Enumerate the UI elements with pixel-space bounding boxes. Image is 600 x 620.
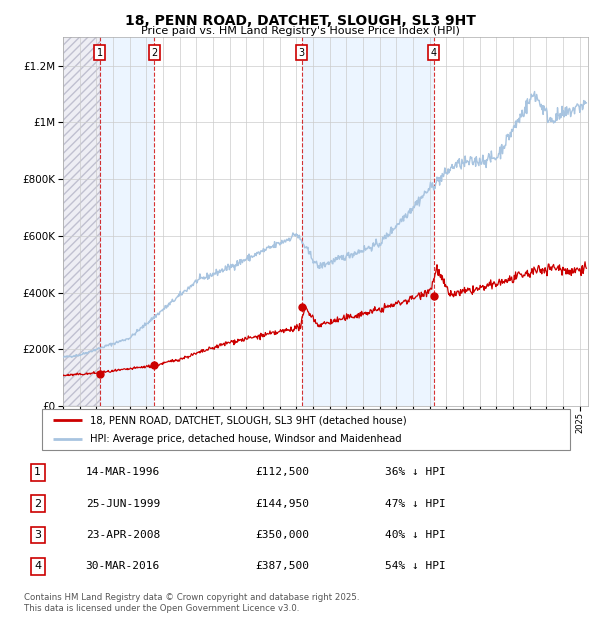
- Text: £350,000: £350,000: [255, 530, 309, 540]
- Text: 23-APR-2008: 23-APR-2008: [86, 530, 160, 540]
- FancyBboxPatch shape: [42, 409, 570, 450]
- Text: £112,500: £112,500: [255, 467, 309, 477]
- Text: 1: 1: [34, 467, 41, 477]
- Text: Contains HM Land Registry data © Crown copyright and database right 2025.: Contains HM Land Registry data © Crown c…: [24, 593, 359, 602]
- Text: HPI: Average price, detached house, Windsor and Maidenhead: HPI: Average price, detached house, Wind…: [89, 433, 401, 444]
- Text: 30-MAR-2016: 30-MAR-2016: [86, 561, 160, 571]
- Text: 18, PENN ROAD, DATCHET, SLOUGH, SL3 9HT (detached house): 18, PENN ROAD, DATCHET, SLOUGH, SL3 9HT …: [89, 415, 406, 425]
- Text: £387,500: £387,500: [255, 561, 309, 571]
- Bar: [100, 37, 154, 406]
- Bar: [302, 37, 434, 406]
- Text: 36% ↓ HPI: 36% ↓ HPI: [385, 467, 445, 477]
- Text: 3: 3: [298, 48, 305, 58]
- Text: 4: 4: [34, 561, 41, 571]
- Text: 3: 3: [34, 530, 41, 540]
- Text: 54% ↓ HPI: 54% ↓ HPI: [385, 561, 445, 571]
- Text: This data is licensed under the Open Government Licence v3.0.: This data is licensed under the Open Gov…: [24, 604, 299, 613]
- Text: 2: 2: [151, 48, 157, 58]
- Text: 40% ↓ HPI: 40% ↓ HPI: [385, 530, 445, 540]
- Text: 14-MAR-1996: 14-MAR-1996: [86, 467, 160, 477]
- Text: 18, PENN ROAD, DATCHET, SLOUGH, SL3 9HT: 18, PENN ROAD, DATCHET, SLOUGH, SL3 9HT: [125, 14, 475, 28]
- Text: 2: 2: [34, 498, 41, 508]
- Text: 25-JUN-1999: 25-JUN-1999: [86, 498, 160, 508]
- Text: 4: 4: [431, 48, 437, 58]
- Text: Price paid vs. HM Land Registry's House Price Index (HPI): Price paid vs. HM Land Registry's House …: [140, 26, 460, 36]
- Text: 1: 1: [97, 48, 103, 58]
- Text: £144,950: £144,950: [255, 498, 309, 508]
- Bar: [63, 37, 100, 406]
- Bar: [63, 37, 100, 406]
- Text: 47% ↓ HPI: 47% ↓ HPI: [385, 498, 445, 508]
